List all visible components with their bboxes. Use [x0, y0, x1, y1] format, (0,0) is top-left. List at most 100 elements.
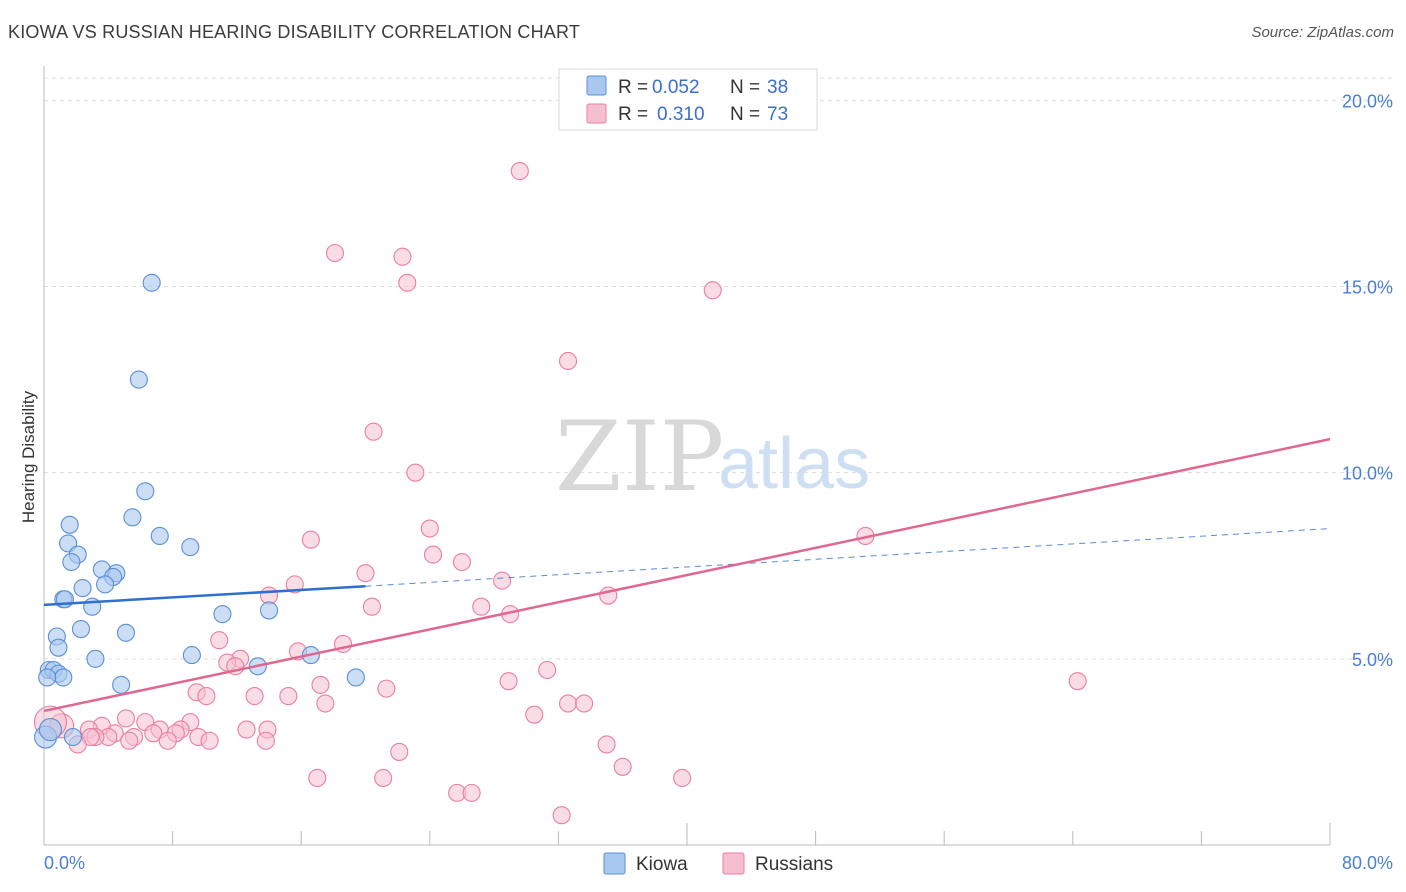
russians-point — [452, 552, 472, 572]
kiowa-point — [181, 538, 200, 557]
correlation-legend: R = 0.052 N = 38 R = 0.310 N = 73 — [558, 68, 818, 131]
russians-point — [510, 162, 529, 181]
watermark-zip: ZIP — [555, 401, 724, 513]
russians-point — [1068, 672, 1087, 691]
kiowa-point — [259, 601, 279, 620]
russians-point — [311, 675, 330, 694]
russians-point — [393, 247, 412, 266]
russians-point — [613, 757, 632, 776]
legend-russians-swatch — [586, 103, 607, 124]
kiowa-point — [60, 515, 79, 534]
russians-point — [197, 687, 216, 706]
russians-point — [356, 564, 375, 583]
x-tick-labels: 0.0% 80.0% — [44, 853, 1393, 873]
kiowa-point — [142, 273, 161, 292]
kiowa-point — [73, 579, 92, 598]
kiowa-point — [54, 668, 73, 687]
russians-point — [525, 705, 544, 724]
russians-series — [33, 162, 1087, 825]
y-axis-label: Hearing Disability — [19, 390, 38, 523]
kiowa-point — [96, 575, 115, 594]
gridlines — [44, 77, 1393, 660]
russians-point — [200, 731, 219, 750]
russians-point — [377, 679, 396, 698]
kiowa-trend-line — [43, 584, 366, 607]
y-tick-label: 10.0% — [1342, 464, 1393, 484]
legend-kiowa-r-label: R = — [618, 77, 648, 98]
kiowa-series — [34, 273, 365, 749]
watermark: ZIP atlas — [555, 401, 870, 513]
russians-point — [552, 806, 571, 825]
russians-point — [237, 720, 256, 739]
russians-point — [558, 694, 578, 713]
kiowa-point — [38, 718, 62, 742]
russians-point — [316, 694, 335, 713]
kiowa-point — [123, 508, 142, 527]
kiowa-point — [71, 619, 91, 639]
russians-point — [558, 351, 578, 371]
russians-point — [120, 731, 139, 750]
kiowa-point — [213, 605, 232, 624]
russians-point — [472, 597, 491, 616]
y-tick-label: 15.0% — [1342, 278, 1393, 298]
bottom-legend-russians-label: Russians — [755, 854, 833, 875]
legend-russians-n-label: N = — [730, 104, 760, 125]
kiowa-point — [38, 668, 57, 687]
y-tick-labels: 5.0% 10.0% 15.0% 20.0% — [1342, 91, 1393, 669]
russians-point — [325, 243, 345, 263]
russians-point — [158, 731, 177, 750]
russians-point — [116, 709, 136, 728]
russians-point — [301, 530, 320, 549]
russians-point — [390, 742, 409, 761]
russians-point — [245, 687, 264, 706]
russians-trend-line — [43, 437, 1331, 713]
watermark-atlas: atlas — [718, 424, 870, 504]
kiowa-point — [62, 552, 81, 572]
legend-kiowa-n-label: N = — [730, 77, 760, 98]
russians-point — [673, 768, 692, 788]
russians-point — [308, 768, 327, 788]
kiowa-point — [129, 370, 148, 389]
russians-point — [279, 687, 298, 706]
russians-point — [285, 575, 304, 594]
kiowa-point — [63, 727, 82, 747]
russians-point — [210, 631, 229, 650]
russians-point — [703, 281, 722, 300]
russians-point — [423, 545, 443, 564]
bottom-legend-russians-swatch — [722, 852, 745, 875]
kiowa-point — [150, 526, 169, 546]
russians-point — [406, 463, 425, 482]
chart-title: KIOWA VS RUSSIAN HEARING DISABILITY CORR… — [8, 22, 581, 42]
kiowa-point — [116, 623, 136, 642]
russians-point — [493, 571, 512, 590]
russians-point — [462, 783, 481, 802]
kiowa-point — [182, 646, 201, 665]
kiowa-point — [86, 649, 105, 668]
russians-point — [420, 519, 439, 538]
kiowa-trend-extension — [365, 528, 1331, 587]
legend-russians-r-value: 0.310 — [657, 104, 705, 125]
legend-kiowa-n-value: 38 — [767, 77, 788, 98]
russians-point — [374, 768, 393, 788]
y-tick-label: 20.0% — [1342, 91, 1393, 111]
russians-point — [256, 731, 275, 750]
kiowa-point — [112, 675, 131, 694]
kiowa-point — [136, 482, 155, 501]
russians-point — [364, 422, 383, 441]
russians-point — [398, 273, 417, 292]
russians-point — [144, 724, 163, 743]
trend-lines — [43, 437, 1331, 713]
x-tick-label-min: 0.0% — [44, 853, 85, 873]
legend-kiowa-r-value: 0.052 — [652, 77, 700, 98]
russians-point — [538, 660, 557, 680]
bottom-legend-kiowa-swatch — [603, 852, 626, 875]
bottom-legend-kiowa-label: Kiowa — [636, 854, 688, 875]
series-legend: Kiowa Russians — [603, 852, 833, 875]
source-label: Source: ZipAtlas.com — [1251, 24, 1394, 41]
axes — [43, 66, 1331, 846]
russians-point — [499, 672, 518, 691]
russians-point — [597, 735, 616, 754]
kiowa-point — [346, 668, 365, 687]
x-tick-label-max: 80.0% — [1342, 853, 1393, 873]
russians-point — [362, 597, 381, 616]
